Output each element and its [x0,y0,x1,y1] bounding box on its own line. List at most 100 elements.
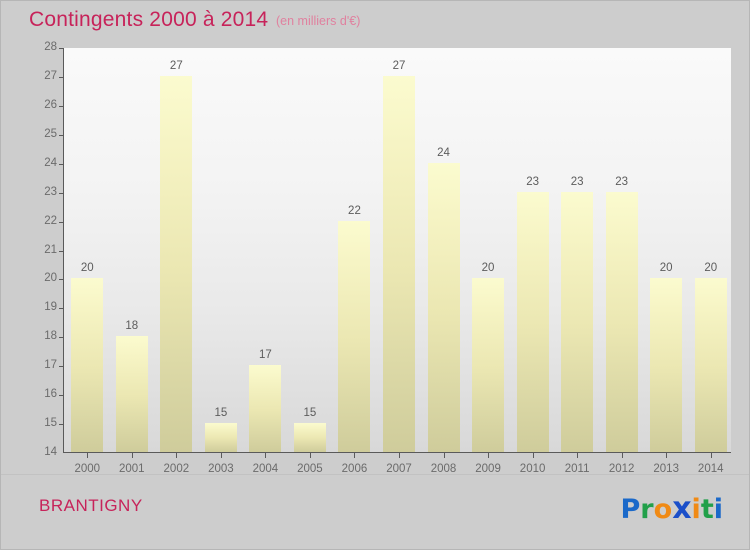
bar-value-label: 23 [570,175,584,188]
bar-value-label: 23 [526,175,539,188]
bar-value-label: 20 [704,262,718,275]
y-axis-tick [59,222,64,223]
x-axis-tick-label: 2013 [653,462,679,475]
bar[interactable] [561,191,594,452]
x-axis-tick [221,453,222,458]
logo-letter: P [620,494,641,525]
bar[interactable] [516,191,549,452]
x-axis-tick [87,453,88,458]
bar-value-label: 20 [481,262,495,275]
logo-letter: t [700,494,714,525]
y-axis-tick-label: 18 [44,330,57,343]
x-axis-tick-label: 2005 [297,462,323,475]
y-axis-tick-label: 27 [44,69,57,82]
bar[interactable] [472,278,505,452]
y-axis-tick-label: 28 [44,41,57,53]
chart-header: Contingents 2000 à 2014 (en milliers d'€… [1,1,749,41]
x-axis-tick [399,453,400,458]
bar-value-label: 27 [169,59,183,72]
y-axis-tick-label: 25 [44,127,57,140]
bar-value-label: 20 [80,262,94,275]
y-axis-tick [59,308,64,309]
y-axis-line [63,48,64,453]
bar[interactable] [605,191,638,452]
x-axis-tick-label: 2010 [519,462,546,475]
bar[interactable] [160,75,193,452]
x-axis-tick-label: 2002 [163,462,190,475]
y-axis-tick [59,135,64,136]
y-axis-tick [59,164,64,165]
bar[interactable] [115,336,148,452]
y-axis-tick-label: 23 [44,185,57,198]
plot-area: 14 15 16 17 18 19 20 21 22 23 24 25 26 27 28 20 2000 18 2… [44,41,731,474]
x-axis-tick [666,453,667,458]
y-axis-tick-label: 21 [44,243,57,256]
x-axis-tick-label: 2004 [252,462,279,475]
bar[interactable] [204,423,237,452]
bar-value-label: 24 [437,146,450,159]
y-axis-tick [59,424,64,425]
x-axis-tick [176,453,177,458]
y-axis-tick-label: 15 [44,417,57,430]
y-axis-tick-label: 22 [44,214,57,227]
x-axis-tick [265,453,266,458]
bar-value-label: 15 [214,407,228,420]
bar[interactable] [249,365,282,452]
y-axis-tick-label: 16 [44,388,57,401]
x-axis-tick-label: 2011 [564,462,590,475]
y-axis-tick [59,193,64,194]
x-axis-tick-label: 2003 [208,462,234,475]
y-axis-tick-label: 14 [44,446,57,458]
chart-subtitle: (en milliers d'€) [276,14,361,28]
y-axis-tick-label: 26 [44,98,57,111]
proxiti-logo[interactable]: Proxiti [621,491,724,526]
x-axis-tick-label: 2009 [475,462,501,475]
x-axis-tick [577,453,578,458]
chart-footer: BRANTIGNY Proxiti [1,474,749,549]
x-axis-tick [622,453,623,458]
y-axis-tick-label: 24 [44,156,57,169]
y-axis-tick-label: 17 [44,359,57,372]
y-axis-tick [59,395,64,396]
page-title: Contingents 2000 à 2014 [29,8,269,31]
bar[interactable] [338,220,371,452]
x-axis-tick-label: 2014 [697,462,724,475]
x-axis-tick [310,453,311,458]
y-axis-tick [59,48,64,49]
logo-letter: i [713,494,723,525]
bar-value-label: 22 [348,204,361,217]
bar-value-label: 20 [659,262,673,275]
x-axis-line [63,452,731,453]
bar[interactable] [293,423,326,452]
footer-divider [1,474,749,475]
x-axis-tick-label: 2008 [430,462,457,475]
bar[interactable] [71,278,104,452]
x-axis-tick-label: 2007 [386,462,412,475]
x-axis-tick [132,453,133,458]
x-axis-tick-label: 2000 [74,462,101,475]
bar-value-label: 17 [258,349,272,362]
bar[interactable] [694,278,727,452]
y-axis-tick [59,251,64,252]
y-axis-tick [59,366,64,367]
x-axis-tick [354,453,355,458]
x-axis-tick [533,453,534,458]
x-axis-tick-label: 2001 [119,462,145,475]
x-axis-tick [488,453,489,458]
x-axis-tick [711,453,712,458]
logo-letter: o [653,494,673,525]
y-axis-tick-label: 19 [44,301,57,314]
bar-value-label: 18 [125,320,139,333]
y-axis-tick-label: 20 [44,272,57,285]
y-axis-tick [59,106,64,107]
bar-value-label: 23 [615,175,629,188]
x-axis-tick-label: 2006 [341,462,368,475]
y-axis-tick [59,279,64,280]
bar-value-label: 15 [303,407,317,420]
bar[interactable] [427,162,460,452]
bar[interactable] [383,75,415,452]
bar[interactable] [650,278,683,452]
logo-letter: i [691,494,701,525]
y-axis-tick [59,337,64,338]
